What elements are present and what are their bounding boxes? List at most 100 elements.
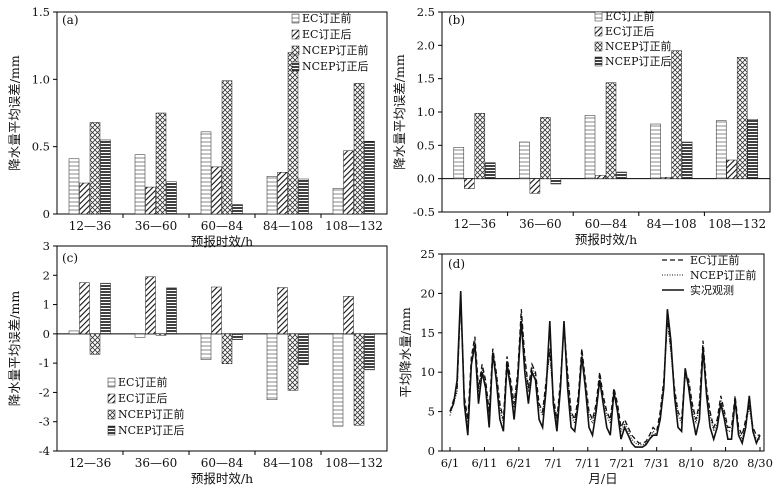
bar-108-132-series-4 [747, 119, 758, 179]
x-tick-label: 60—84 [201, 456, 244, 470]
bar-60-84-series-2 [211, 166, 222, 215]
legend: EC订正前 EC订正后 NCEP订正前 NCEP订正后 [107, 375, 184, 437]
legend-swatch-2 [107, 393, 116, 404]
panel-label: (c) [62, 251, 78, 265]
x-tick-label: 6/21 [506, 456, 532, 470]
x-tick-label: 60—84 [201, 219, 244, 233]
legend-swatch-3 [594, 41, 603, 52]
legend-swatch-1 [291, 13, 300, 24]
bar-36-60-series-1 [519, 141, 530, 179]
y-tick-label: 2.0 [417, 38, 435, 52]
x-axis-label: 预报时效/h [191, 234, 253, 249]
bar-12-36-series-3 [89, 333, 101, 355]
panel-d-chart: 0 5 10 15 20 25 6/1 6/11 6/21 7/1 7/11 7/21 7/31 8/10… [398, 247, 773, 486]
bar-36-60-series-4 [166, 287, 177, 335]
bar-108-132-series-2 [343, 296, 354, 335]
bar-84-108-series-3 [287, 333, 299, 391]
bar-12-36-series-2 [464, 178, 475, 189]
y-tick-label: 0 [428, 444, 435, 458]
bar-36-60-series-2 [529, 178, 541, 194]
x-tick-label: 8/30 [747, 456, 773, 470]
bar-108-132-series-1 [715, 120, 727, 179]
y-tick-label: -4 [39, 444, 50, 458]
x-tick-label: 84—108 [263, 219, 313, 233]
legend-label-1: EC订正前 [302, 11, 351, 25]
legend-swatch-1 [107, 377, 116, 388]
y-axis-label: 降水量平均误差/mm [7, 55, 22, 171]
x-tick-label: 12—36 [69, 456, 112, 470]
x-tick-label: 7/1 [544, 456, 563, 470]
bar-108-132-series-2 [726, 159, 737, 179]
series-line-2 [449, 301, 760, 446]
x-tick-label: 108—132 [325, 219, 383, 233]
bar-84-108-series-1 [266, 333, 278, 401]
bar-84-108-series-1 [650, 123, 661, 179]
bar-12-36-series-4 [485, 162, 496, 179]
legend-swatch-2 [291, 29, 300, 40]
y-tick-label: -1 [39, 356, 50, 370]
legend-label-1: EC订正前 [605, 9, 654, 23]
x-axis-label: 月/日 [588, 471, 617, 486]
legend-label-2: EC订正后 [118, 392, 167, 405]
bar-60-84-series-4 [232, 204, 243, 215]
legend-swatch-1 [594, 11, 603, 22]
y-tick-label: 15 [420, 326, 435, 340]
bar-36-60-series-3 [155, 333, 167, 336]
panel-label: (a) [62, 13, 79, 27]
bar-108-132-series-4 [364, 141, 375, 215]
y-tick-label: 1.0 [32, 72, 50, 86]
y-tick-label: 0.0 [417, 172, 435, 186]
x-tick-label: 84—108 [647, 217, 697, 231]
bar-36-60-series-1 [134, 154, 146, 215]
series-line-3 [449, 290, 761, 448]
bar-12-36-series-2 [79, 182, 90, 215]
bar-60-84-series-4 [616, 171, 627, 179]
bar-108-132-series-3 [353, 333, 365, 426]
bar-60-84-series-3 [605, 82, 617, 179]
y-tick-label: 2 [43, 268, 50, 282]
bar-84-108-series-1 [266, 176, 278, 215]
bar-60-84-series-1 [584, 115, 596, 179]
bar-84-108-series-2 [660, 177, 672, 179]
x-axis-label: 预报时效/h [575, 232, 637, 247]
bar-84-108-series-4 [298, 178, 309, 215]
y-tick-label: 1.0 [417, 105, 435, 119]
bar-12-36-series-2 [79, 282, 90, 335]
bar-60-84-series-4 [232, 333, 243, 340]
y-tick-label: 0.5 [32, 140, 50, 154]
y-axis-label: 降水量平均误差/mm [7, 291, 22, 407]
bar-84-108-series-4 [298, 333, 309, 365]
y-tick-label: 20 [420, 286, 435, 300]
y-tick-label: 5 [428, 405, 435, 419]
bar-36-60-series-2 [145, 186, 156, 215]
y-tick-label: 25 [420, 247, 435, 261]
panel-c-chart: -4 -3 -2 -1 0 1 2 3 12—36 36—60 60—84 84—108 108—132… [7, 239, 388, 486]
x-tick-label: 8/20 [713, 456, 739, 470]
bar-12-36-series-4 [100, 139, 111, 215]
legend-swatch-4 [291, 61, 300, 72]
panel-label: (b) [448, 13, 465, 27]
bar-36-60-series-3 [540, 117, 551, 179]
bar-108-132-series-2 [343, 150, 354, 215]
x-tick-label: 36—60 [135, 456, 178, 470]
bar-36-60-series-3 [155, 112, 167, 215]
bar-12-36-series-3 [474, 113, 486, 179]
bar-60-84-series-3 [221, 333, 233, 364]
bar-60-84-series-1 [200, 131, 212, 215]
bar-12-36-series-3 [89, 122, 101, 215]
y-tick-label: 1.5 [417, 72, 435, 86]
legend-swatch-2 [594, 26, 603, 37]
bar-60-84-series-1 [200, 333, 212, 360]
bar-12-36-series-1 [68, 158, 80, 215]
legend-swatch-3 [291, 45, 300, 56]
bar-84-108-series-3 [287, 52, 299, 215]
panel-b-chart: -0.5 0.0 0.5 1.0 1.5 2.0 2.5 12—36 36—60 60—84 84—… [392, 5, 771, 247]
y-tick-label: -0.5 [413, 205, 435, 219]
x-tick-label: 84—108 [263, 456, 313, 470]
bar-36-60-series-1 [134, 333, 146, 338]
bar-108-132-series-1 [332, 188, 344, 215]
plot-frame [441, 253, 765, 452]
y-tick-label: 3 [43, 239, 50, 253]
x-tick-label: 7/11 [575, 456, 601, 470]
